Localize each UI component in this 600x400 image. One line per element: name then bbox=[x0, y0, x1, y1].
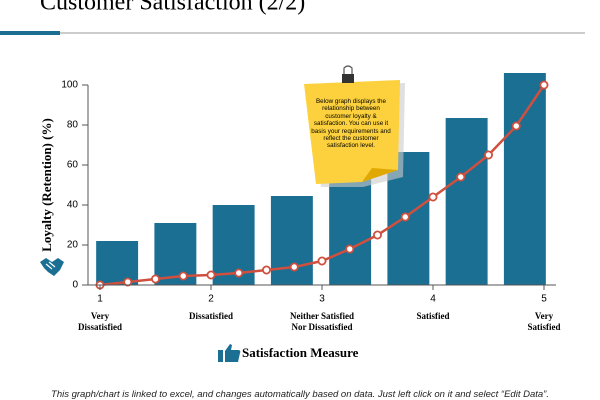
slide-title: Customer Satisfaction (2/2) bbox=[40, 0, 305, 16]
x-category-label: Dissatisfied bbox=[188, 311, 233, 321]
sticky-note bbox=[304, 65, 405, 187]
bar bbox=[503, 73, 546, 285]
y-tick-label: 80 bbox=[67, 120, 79, 131]
footer: This graph/chart is linked to excel, and… bbox=[51, 389, 549, 400]
line-marker bbox=[511, 121, 521, 131]
line-marker bbox=[539, 80, 549, 90]
y-tick-label: 100 bbox=[61, 80, 78, 91]
line-marker bbox=[123, 277, 133, 287]
x-category-label: Very Dissatisfied bbox=[77, 311, 122, 332]
x-category-label: Satisfied bbox=[416, 311, 450, 321]
line-marker bbox=[261, 265, 271, 275]
x-tick-label: 3 bbox=[319, 294, 325, 305]
x-tick-label: 5 bbox=[541, 294, 547, 305]
binder-wire bbox=[343, 65, 353, 74]
binder-clip bbox=[342, 74, 354, 83]
title-accent bbox=[0, 31, 60, 35]
y-axis-label: Loyalty (Retention) (%) bbox=[39, 118, 54, 252]
bar bbox=[270, 196, 313, 285]
line-marker bbox=[456, 172, 466, 182]
x-tick-label: 1 bbox=[97, 294, 103, 305]
line-marker bbox=[289, 262, 299, 272]
line-marker bbox=[372, 230, 382, 240]
line-marker bbox=[178, 271, 188, 281]
line-marker bbox=[206, 270, 216, 280]
bar bbox=[96, 241, 139, 285]
x-category-label: Very Satisfied bbox=[527, 311, 561, 332]
line-marker bbox=[428, 192, 438, 202]
y-tick-label: 20 bbox=[67, 240, 79, 251]
line-marker bbox=[345, 244, 355, 254]
x-tick-label: 4 bbox=[430, 294, 436, 305]
bar bbox=[445, 118, 488, 285]
handshake-icon bbox=[40, 258, 64, 276]
x-axis-label: Satisfaction Measure bbox=[242, 345, 359, 360]
y-tick-label: 60 bbox=[67, 160, 79, 171]
line-marker bbox=[234, 268, 244, 278]
line-marker bbox=[317, 256, 327, 266]
note-text: Below graph displays the relationship be… bbox=[311, 98, 391, 150]
line-marker bbox=[483, 150, 493, 160]
line-marker bbox=[400, 212, 410, 222]
thumbs-up-icon bbox=[218, 344, 241, 362]
bar bbox=[329, 173, 372, 285]
note-paper bbox=[304, 80, 400, 184]
y-tick-label: 40 bbox=[67, 200, 79, 211]
y-tick-label: 0 bbox=[72, 280, 78, 291]
x-category-label: Neither Satisfied Nor Dissatisfied bbox=[289, 311, 355, 332]
note-fold bbox=[362, 168, 398, 182]
x-tick-label: 2 bbox=[208, 294, 214, 305]
line-marker bbox=[150, 274, 160, 284]
